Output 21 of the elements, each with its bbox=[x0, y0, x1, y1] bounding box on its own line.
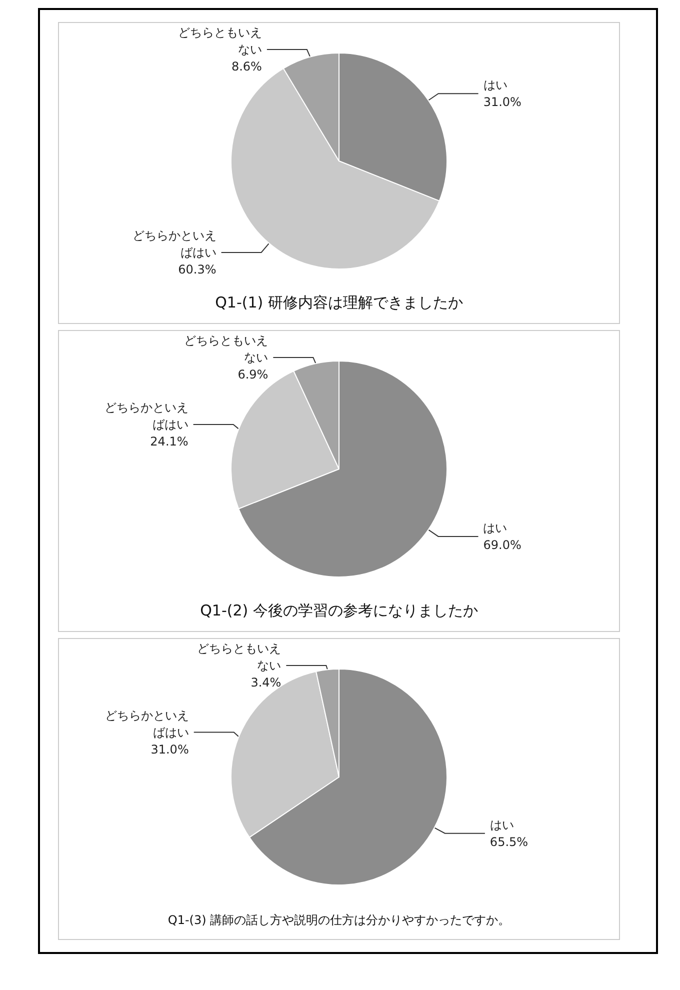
data-label: 65.5% bbox=[490, 834, 528, 849]
slice-label: どちらかといえばはい bbox=[104, 708, 189, 740]
text: Q1-(3) 講師の話し方や説明の仕方は分かりやすかったですか。 bbox=[168, 913, 510, 927]
slice-label: どちらともいえない bbox=[197, 642, 282, 672]
data-label: 60.3% bbox=[178, 262, 216, 276]
slice-label: どちらかといえばはい bbox=[104, 400, 188, 432]
slice-label: はい bbox=[483, 520, 508, 535]
data-label: 8.6% bbox=[231, 60, 262, 74]
slice-label: どちらともいえない bbox=[178, 26, 262, 56]
data-label: 31.0% bbox=[483, 95, 522, 110]
data-label: 3.4% bbox=[250, 676, 282, 690]
text: Q1-(1) 研修内容は理解できましたか bbox=[215, 294, 463, 312]
text: Q1-(2) 今後の学習の参考になりましたか bbox=[200, 602, 478, 620]
data-label: 6.9% bbox=[238, 368, 268, 382]
data-label: 69.0% bbox=[483, 538, 522, 552]
slice-label: どちらかといえばはい bbox=[132, 228, 216, 260]
data-label: 31.0% bbox=[150, 742, 189, 756]
slice-label: はい bbox=[490, 818, 514, 832]
slice-label: はい bbox=[483, 78, 508, 92]
data-label: 24.1% bbox=[150, 434, 188, 448]
slice-label: どちらともいえない bbox=[184, 334, 268, 364]
